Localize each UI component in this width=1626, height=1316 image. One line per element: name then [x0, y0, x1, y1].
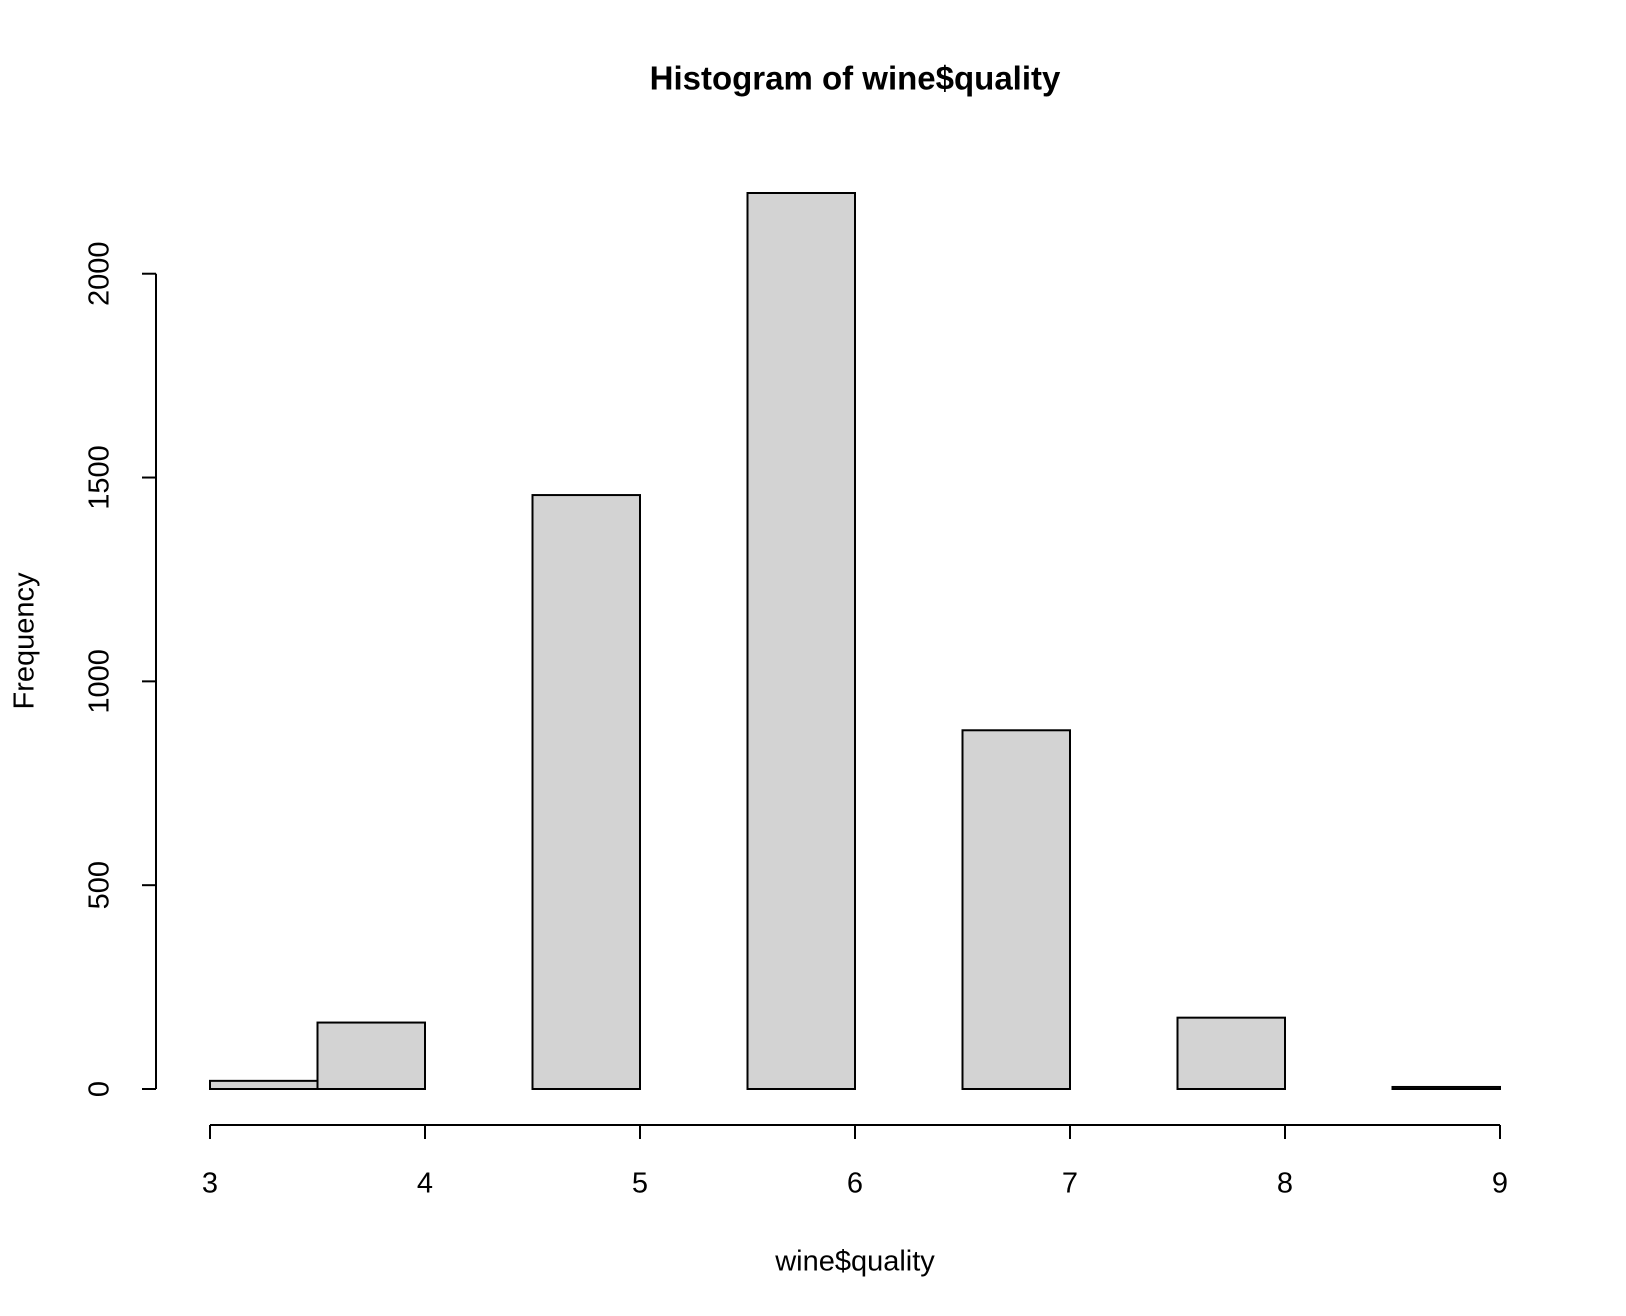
x-tick-label: 7	[1062, 1168, 1078, 1200]
bar	[1391, 1085, 1501, 1091]
x-tick-label: 4	[417, 1168, 433, 1200]
y-axis-label: Frequency	[9, 572, 41, 710]
y-tick-label: 2000	[84, 241, 116, 306]
x-axis-label: wine$quality	[774, 1246, 935, 1278]
bar	[531, 494, 641, 1090]
bar	[961, 729, 1071, 1090]
y-tick-label: 500	[84, 861, 116, 909]
x-tick-label: 9	[1492, 1168, 1508, 1200]
bar	[1176, 1016, 1286, 1090]
y-tick-label: 1000	[84, 649, 116, 714]
chart-title: Histogram of wine$quality	[650, 60, 1061, 97]
y-tick-label: 0	[84, 1081, 116, 1097]
x-tick-label: 5	[632, 1168, 648, 1200]
x-tick-label: 6	[847, 1168, 863, 1200]
bar	[209, 1079, 319, 1091]
bar	[746, 192, 856, 1090]
x-tick-label: 3	[202, 1168, 218, 1200]
y-tick-label: 1500	[84, 445, 116, 510]
bar	[316, 1021, 426, 1090]
x-tick-label: 8	[1277, 1168, 1293, 1200]
